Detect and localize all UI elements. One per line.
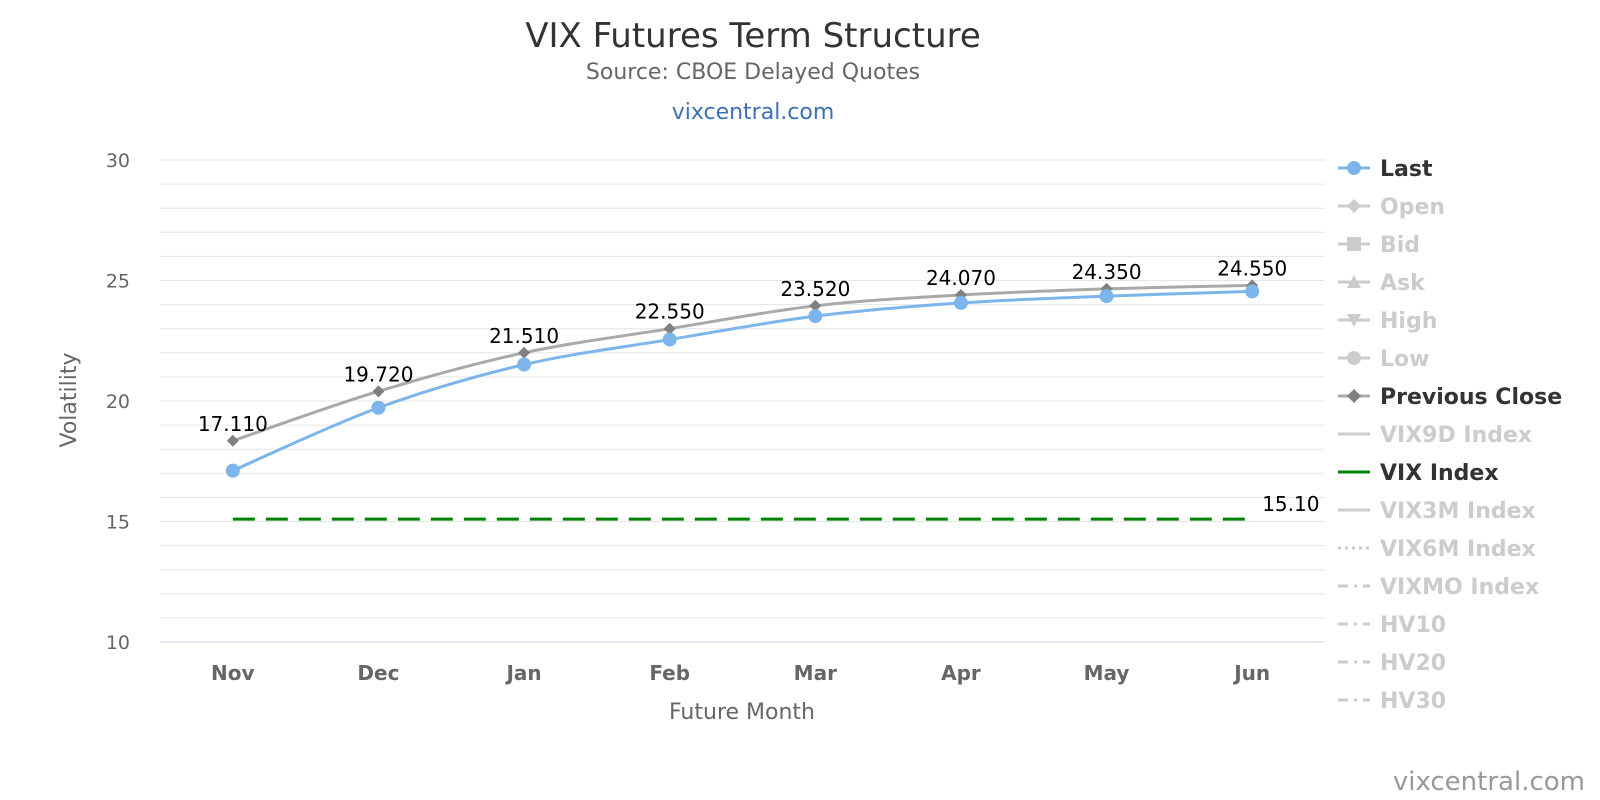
previous-close-marker[interactable] (372, 385, 385, 398)
legend-item[interactable]: VIX6M Index (1338, 537, 1536, 562)
credit-link[interactable]: vixcentral.com (1393, 767, 1585, 797)
legend-diamond-icon (1347, 389, 1361, 403)
x-tick-label: Nov (211, 661, 255, 685)
grid-lines (160, 159, 1325, 643)
legend-item[interactable]: VIX9D Index (1338, 423, 1532, 448)
last-data-label: 24.350 (1072, 260, 1142, 284)
legend-item[interactable]: VIX3M Index (1338, 499, 1536, 524)
legend-label: HV20 (1380, 651, 1446, 676)
last-data-label: 19.720 (343, 362, 413, 386)
legend-item[interactable]: HV20 (1338, 651, 1446, 676)
legend-item[interactable]: Low (1338, 347, 1429, 372)
last-line (232, 289, 1253, 473)
subtitle-link[interactable]: vixcentral.com (672, 100, 835, 125)
legend-label: Bid (1380, 233, 1420, 258)
x-tick-label: May (1084, 661, 1130, 685)
x-tick-label: Jun (1232, 661, 1270, 685)
legend-label: Low (1380, 347, 1429, 372)
legend-item[interactable]: VIX Index (1338, 461, 1499, 486)
last-data-label: 23.520 (780, 277, 850, 301)
last-marker[interactable] (662, 332, 677, 347)
chart-subtitle: Source: CBOE Delayed Quotes (586, 60, 920, 85)
legend-label: Open (1380, 195, 1445, 220)
legend-label: Previous Close (1380, 385, 1562, 410)
last-data-label: 21.510 (489, 324, 559, 348)
legend-item[interactable]: Bid (1338, 233, 1420, 258)
previous-close-marker[interactable] (663, 322, 676, 335)
x-tick-label: Jan (504, 661, 541, 685)
y-tick-label: 10 (106, 632, 130, 654)
data-labels: 15.10 17.110 19.720 21.510 22.550 23.520 24.07… (198, 256, 1320, 516)
last-data-label: 22.550 (635, 300, 705, 324)
legend-label: VIX6M Index (1380, 537, 1536, 562)
legend-item[interactable]: HV10 (1338, 613, 1446, 638)
legend-label: HV10 (1380, 613, 1446, 638)
last-marker[interactable] (953, 295, 968, 310)
legend-circle-icon (1347, 351, 1361, 365)
x-tick-label: Apr (941, 661, 981, 685)
last-data-label: 24.070 (926, 266, 996, 290)
legend-item[interactable]: Previous Close (1338, 385, 1562, 410)
x-tick-label: Mar (794, 661, 837, 685)
x-axis-ticks: Nov Dec Jan Feb Mar Apr May Jun (211, 661, 1270, 685)
last-marker[interactable] (225, 463, 240, 478)
legend-label: Ask (1380, 271, 1426, 296)
chart-title: VIX Futures Term Structure (525, 16, 981, 56)
legend-label: VIXMO Index (1380, 575, 1539, 600)
legend-triangle-down-icon (1347, 314, 1361, 327)
legend-item[interactable]: High (1338, 309, 1437, 334)
legend-square-icon (1347, 237, 1361, 251)
legend-label: Last (1380, 157, 1433, 182)
y-axis-ticks: 10 15 20 25 30 (106, 150, 130, 654)
previous-close-marker[interactable] (518, 346, 531, 359)
legend-item[interactable]: Last (1338, 157, 1433, 182)
legend-item[interactable]: VIXMO Index (1338, 575, 1539, 600)
x-tick-label: Feb (649, 661, 690, 685)
legend-label: HV30 (1380, 689, 1446, 714)
previous-close-line (232, 283, 1253, 443)
x-axis-title: Future Month (669, 700, 815, 725)
legend-item[interactable]: Ask (1338, 271, 1426, 296)
legend-label: High (1380, 309, 1437, 334)
last-data-label: 24.550 (1217, 256, 1287, 280)
legend-diamond-icon (1347, 199, 1361, 213)
last-marker[interactable] (808, 309, 823, 324)
y-axis-title: Volatility (57, 352, 82, 447)
legend-triangle-icon (1347, 275, 1361, 288)
x-tick-label: Dec (357, 661, 399, 685)
last-marker[interactable] (1245, 284, 1260, 299)
y-tick-label: 30 (106, 150, 130, 172)
legend-item[interactable]: HV30 (1338, 689, 1446, 714)
y-tick-label: 25 (106, 271, 130, 293)
y-tick-label: 20 (106, 391, 130, 413)
last-marker[interactable] (1099, 289, 1114, 304)
last-marker[interactable] (371, 400, 386, 415)
last-data-label: 17.110 (198, 412, 268, 436)
previous-close-marker[interactable] (809, 299, 822, 312)
y-tick-label: 15 (106, 512, 130, 534)
legend-item[interactable]: Open (1338, 195, 1445, 220)
legend: Last Open Bid Ask High Low Previous Close VIX9D… (1338, 157, 1562, 714)
plot-series (225, 279, 1260, 521)
legend-label: VIX9D Index (1380, 423, 1532, 448)
legend-label: VIX3M Index (1380, 499, 1536, 524)
previous-close-marker[interactable] (226, 434, 239, 447)
vix-index-value-label: 15.10 (1262, 492, 1319, 516)
legend-label: VIX Index (1380, 461, 1499, 486)
legend-circle-icon (1347, 161, 1361, 175)
last-marker[interactable] (517, 357, 532, 372)
